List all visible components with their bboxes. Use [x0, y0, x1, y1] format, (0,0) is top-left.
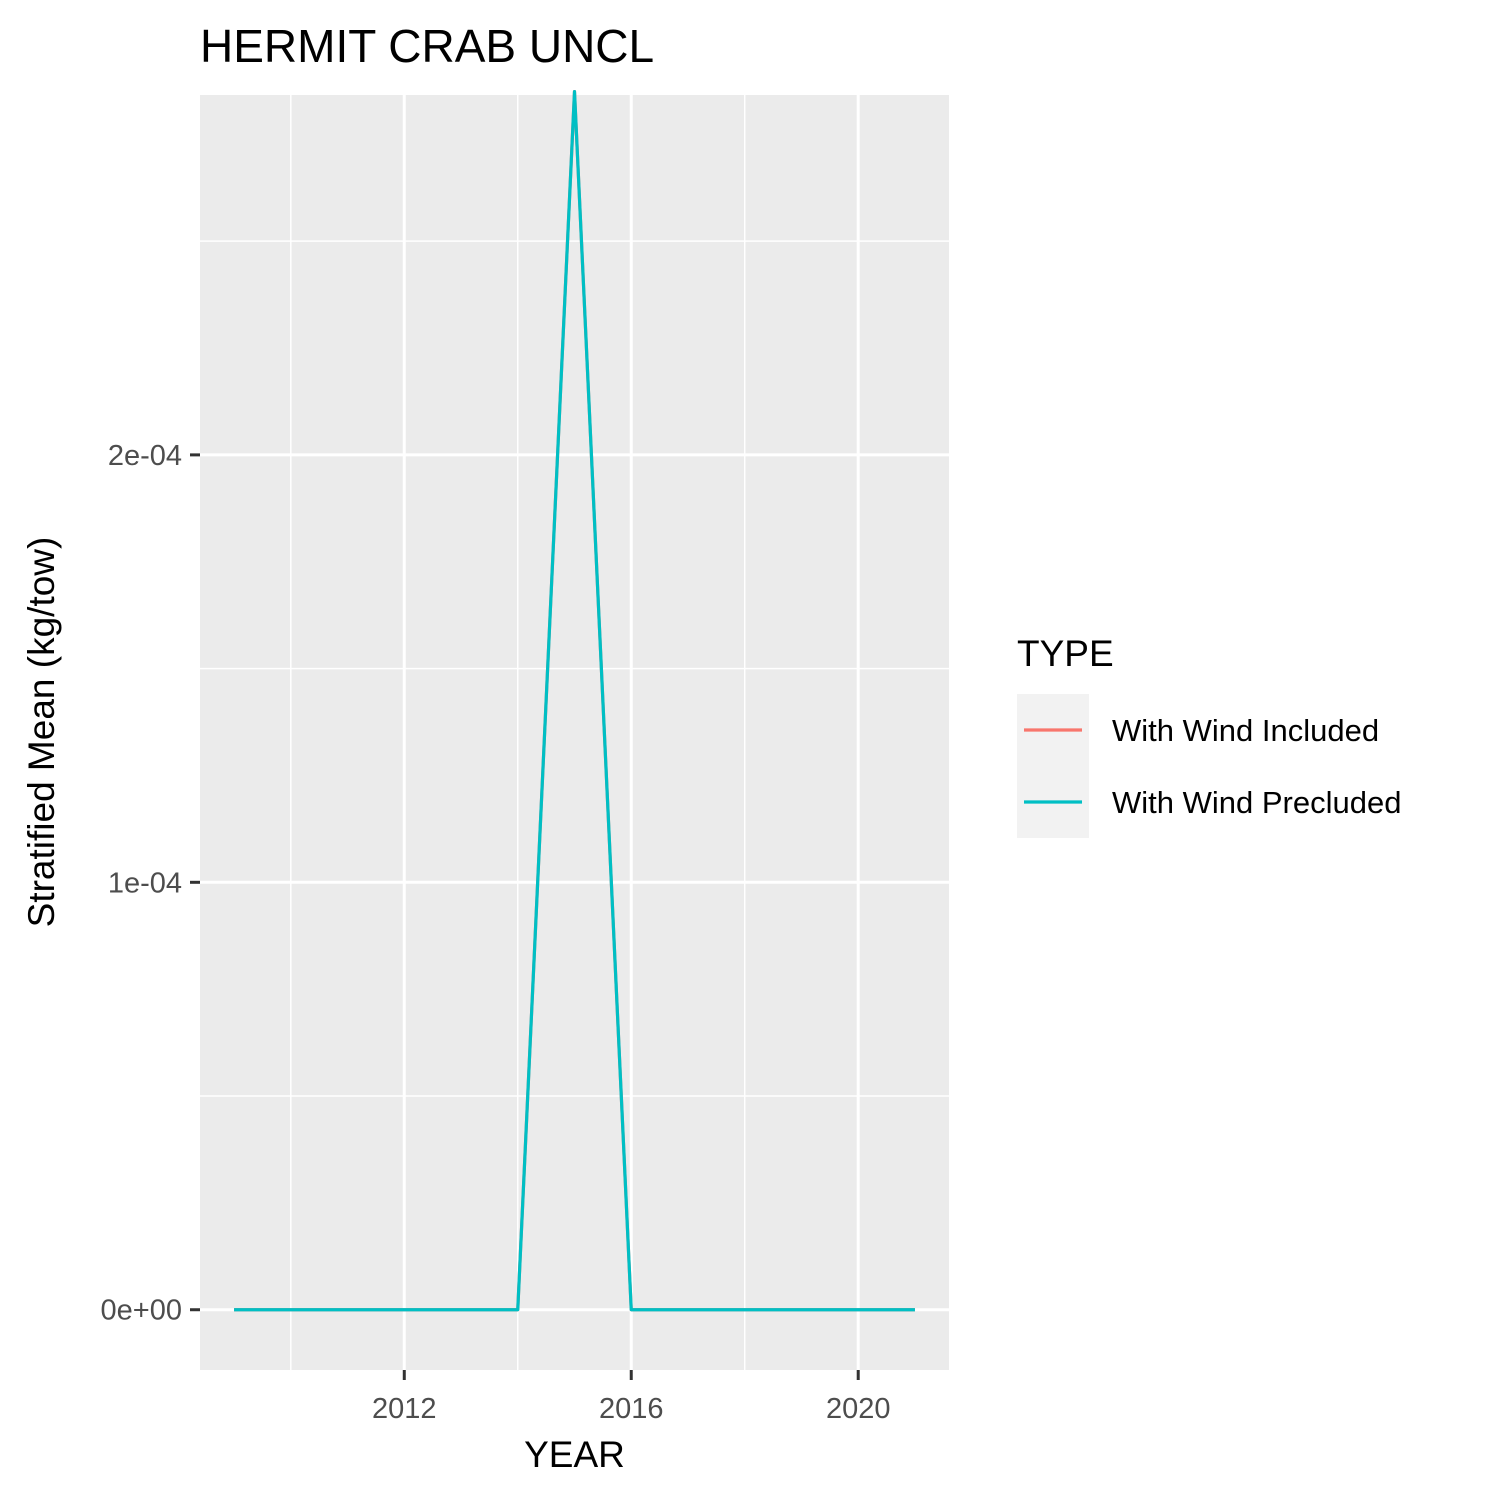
series-line-2 [234, 89, 915, 1312]
plot-panel [200, 95, 949, 1370]
y-axis-title: Stratified Mean (kg/tow) [21, 537, 62, 928]
legend-label-2: With Wind Precluded [1112, 785, 1401, 820]
legend-title: TYPE [1017, 633, 1114, 674]
chart-title: HERMIT CRAB UNCL [200, 20, 654, 72]
series-lines [234, 89, 915, 1312]
x-axis-title: YEAR [524, 1434, 625, 1475]
minor-gridlines [200, 95, 949, 1370]
y-tick-label: 1e-04 [108, 867, 182, 899]
y-tick-label: 2e-04 [108, 440, 182, 472]
legend: TYPE With Wind Included With Wind Preclud… [1017, 633, 1401, 838]
legend-items: With Wind Included With Wind Precluded [1024, 713, 1401, 820]
y-axis: 0e+00 1e-04 2e-04 [101, 440, 200, 1327]
legend-key-background [1017, 694, 1089, 838]
legend-label-1: With Wind Included [1112, 713, 1379, 748]
x-axis: 2012 2016 2020 [372, 1370, 890, 1425]
x-tick-label: 2016 [599, 1393, 664, 1425]
x-tick-label: 2012 [372, 1393, 437, 1425]
x-tick-label: 2020 [826, 1393, 891, 1425]
y-tick-label: 0e+00 [101, 1295, 182, 1327]
